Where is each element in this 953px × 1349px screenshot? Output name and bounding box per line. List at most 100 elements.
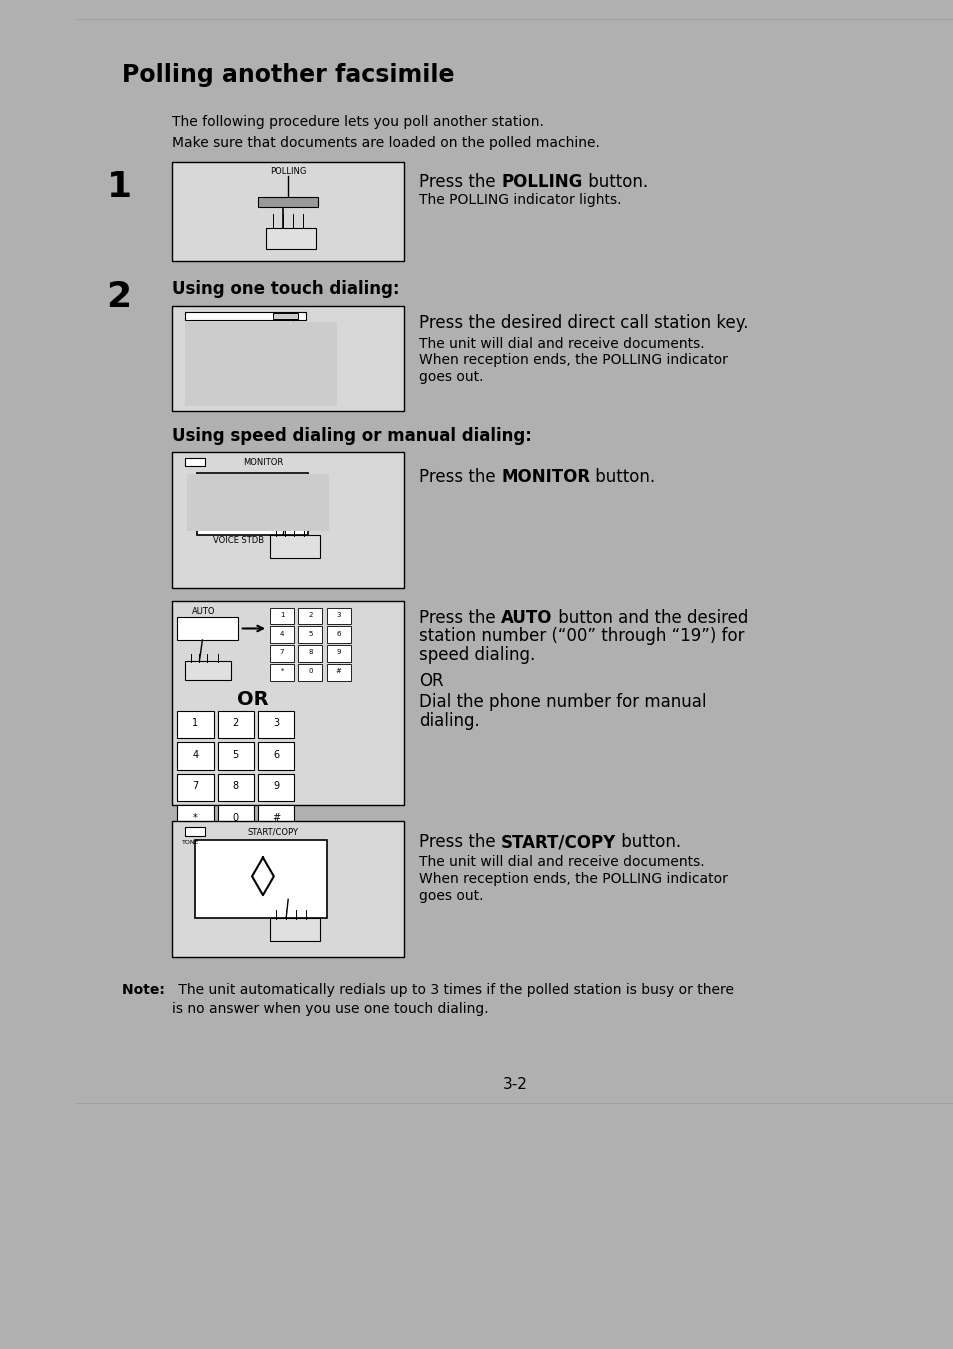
Text: button and the desired: button and the desired [552,608,747,627]
Text: The POLLING indicator lights.: The POLLING indicator lights. [419,193,621,208]
Bar [185,661,231,680]
Text: speed dialing.: speed dialing. [419,646,535,664]
Text: 0: 0 [308,668,313,674]
Bar [326,645,351,662]
Text: 5: 5 [233,750,238,759]
Bar [217,742,253,770]
Text: TONE: TONE [182,839,199,844]
Text: Press the desired direct call station key.: Press the desired direct call station ke… [419,314,748,332]
Bar [257,711,294,738]
Bar [257,805,294,832]
Text: OR: OR [419,672,443,691]
Text: MONITOR: MONITOR [500,468,590,487]
Bar [326,607,351,625]
Text: AUTO: AUTO [500,608,552,627]
Text: *: * [193,812,197,823]
Text: *: * [280,668,283,674]
Text: When reception ends, the POLLING indicator: When reception ends, the POLLING indicat… [419,873,727,886]
Text: Note:: Note: [122,983,170,997]
Bar [298,607,322,625]
Bar [177,805,213,832]
Text: station number (“00” through “19”) for: station number (“00” through “19”) for [419,627,744,645]
Bar [257,774,294,801]
Bar [298,626,322,643]
Text: button.: button. [582,173,647,190]
Text: Press the: Press the [419,608,500,627]
Text: 4: 4 [279,630,284,637]
Bar [195,839,326,919]
Text: The unit automatically redials up to 3 times if the polled station is busy or th: The unit automatically redials up to 3 t… [174,983,734,997]
Bar [270,536,320,558]
Bar [172,162,404,262]
Text: 6: 6 [273,750,279,759]
Text: 2: 2 [308,611,313,618]
Text: POLLING: POLLING [500,173,582,190]
Text: 1: 1 [279,611,284,618]
Bar [298,664,322,681]
Bar [257,197,318,206]
Text: Using one touch dialing:: Using one touch dialing: [172,281,399,298]
Text: Press the: Press the [419,173,500,190]
Bar [270,664,294,681]
Text: Polling another facsimile: Polling another facsimile [122,63,454,86]
Bar [172,822,404,956]
Text: 7: 7 [279,649,284,656]
Text: 3: 3 [273,719,279,728]
Bar [270,607,294,625]
Text: 9: 9 [336,649,340,656]
Bar [273,345,323,366]
Text: 3-2: 3-2 [502,1077,527,1093]
Text: dialing.: dialing. [419,712,479,730]
Bar [185,312,306,320]
Text: #: # [335,668,341,674]
Bar [185,459,205,467]
Text: 1: 1 [107,170,132,205]
Bar [217,774,253,801]
Text: 9: 9 [273,781,279,791]
Text: 2: 2 [107,281,132,314]
Text: START/COPY: START/COPY [500,834,616,851]
Text: 6: 6 [336,630,340,637]
Bar [217,805,253,832]
Text: 3: 3 [336,611,340,618]
Text: Press the: Press the [419,834,500,851]
Text: The unit will dial and receive documents.: The unit will dial and receive documents… [419,337,704,351]
Text: Press the: Press the [419,468,500,487]
Text: The unit will dial and receive documents.: The unit will dial and receive documents… [419,855,704,869]
Text: The following procedure lets you poll another station.: The following procedure lets you poll an… [172,115,543,130]
Text: 2: 2 [233,719,238,728]
Text: POLLING: POLLING [270,167,306,177]
Bar [185,827,205,835]
Bar [266,228,316,248]
Bar [298,645,322,662]
Bar [177,616,237,639]
Text: button.: button. [590,468,655,487]
Bar [172,602,404,805]
Text: goes out.: goes out. [419,889,483,902]
Bar [270,626,294,643]
Text: When reception ends, the POLLING indicator: When reception ends, the POLLING indicat… [419,353,727,367]
Bar [187,473,328,532]
Text: START/COPY: START/COPY [247,827,298,836]
Text: MONITOR: MONITOR [243,459,283,467]
Bar [177,711,213,738]
Bar [217,711,253,738]
Text: 8: 8 [233,781,238,791]
Bar [326,664,351,681]
Text: #: # [272,812,280,823]
Text: 7: 7 [193,781,198,791]
Bar [177,774,213,801]
Bar [197,472,308,536]
Bar [172,452,404,588]
Text: is no answer when you use one touch dialing.: is no answer when you use one touch dial… [172,1002,488,1016]
Text: Dial the phone number for manual: Dial the phone number for manual [419,693,706,711]
Bar [326,626,351,643]
Bar [172,306,404,411]
Text: 0: 0 [233,812,238,823]
Text: VOICE STDB: VOICE STDB [213,537,263,545]
Bar [270,919,320,942]
Text: OR: OR [236,691,269,710]
Bar [185,322,336,406]
Text: AUTO: AUTO [193,607,215,615]
Text: Make sure that documents are loaded on the polled machine.: Make sure that documents are loaded on t… [172,136,599,150]
